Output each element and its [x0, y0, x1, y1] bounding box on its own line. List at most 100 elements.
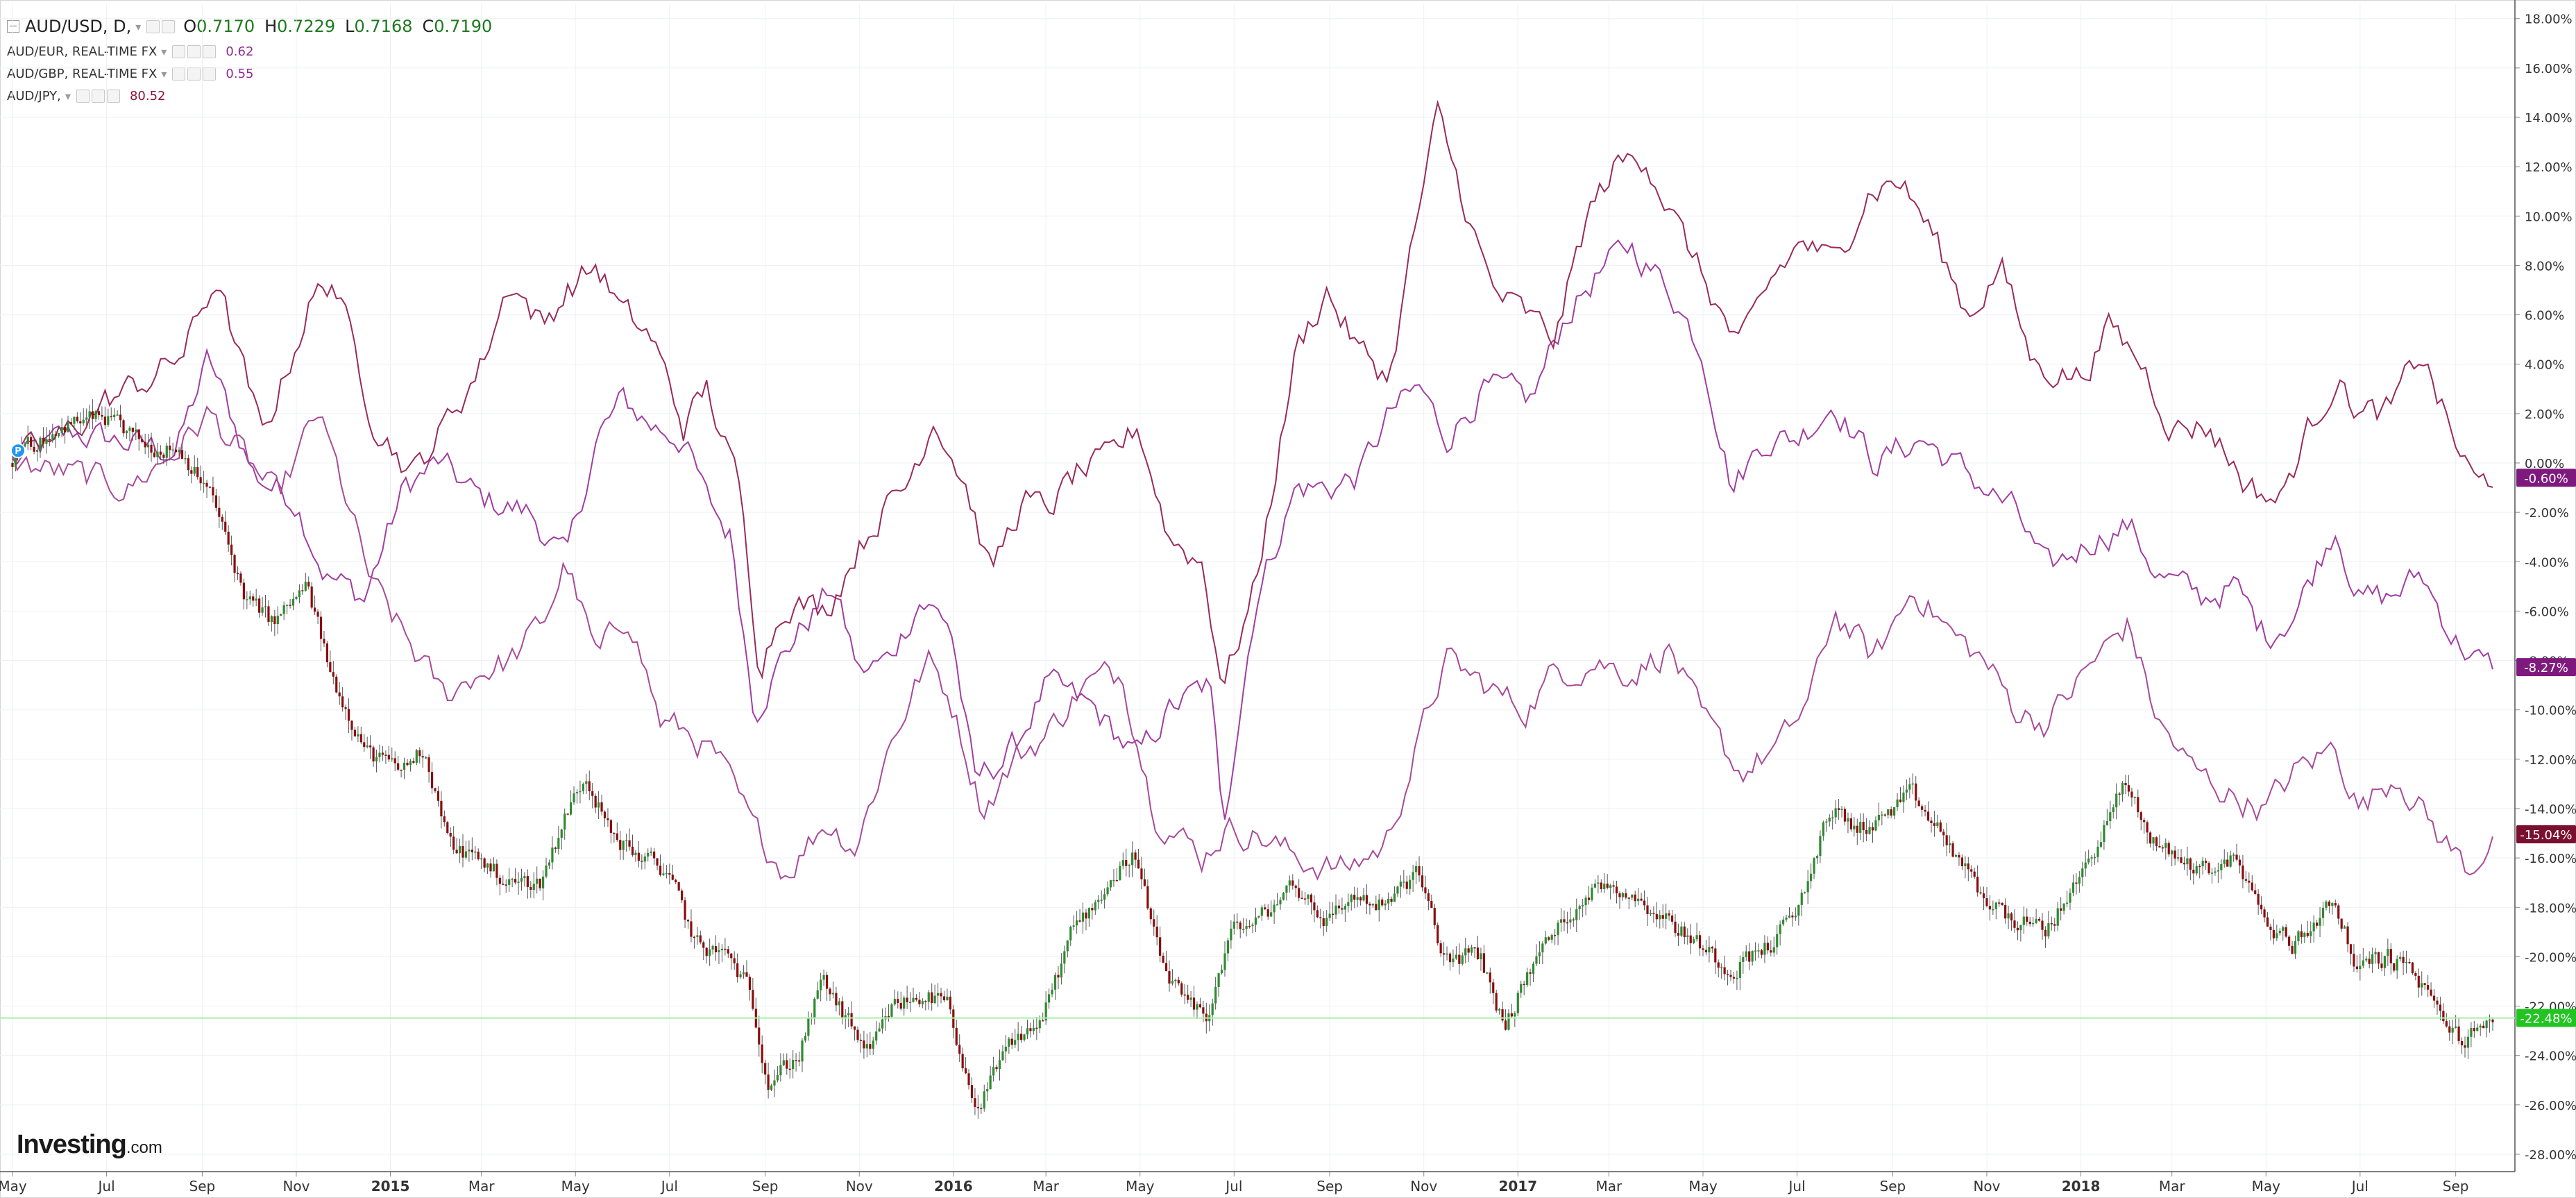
candle-body [1230, 928, 1232, 940]
candle-body [252, 596, 255, 601]
candle-body [2436, 1000, 2439, 1005]
candle-body [1822, 822, 1824, 836]
candle-body [119, 414, 122, 421]
chevron-down-icon[interactable]: ▾ [135, 19, 142, 33]
candle-body [1310, 894, 1313, 903]
candle-body [1507, 1013, 1510, 1030]
y-tick-label: 18.00% [2525, 12, 2573, 27]
candle-body [2201, 861, 2204, 867]
candle-body [1526, 972, 1529, 986]
candle-body [505, 884, 507, 886]
candle-body [42, 437, 45, 444]
candle-body [903, 997, 906, 1009]
candle-body [2118, 793, 2121, 795]
candle-body [893, 999, 896, 1005]
candle-body [1334, 905, 1337, 915]
legend-row-aud-gbp[interactable]: AUD/GBP, REAL-TIME FX ▾ 0.55 [7, 62, 502, 85]
settings-icon[interactable] [187, 67, 201, 81]
candle-body [967, 1073, 970, 1086]
candle-body [2229, 855, 2232, 867]
candle-body [1840, 809, 1843, 810]
candle-body [2164, 843, 2167, 848]
candle-body [847, 1013, 850, 1015]
candle-body [1004, 1047, 1007, 1052]
candle-body [2396, 959, 2398, 971]
candle-body [2334, 903, 2337, 906]
eye-icon[interactable] [146, 19, 160, 33]
candle-body [1501, 1009, 1504, 1021]
candle-body [1559, 919, 1563, 923]
chevron-down-icon[interactable]: ▾ [161, 67, 167, 81]
candle-body [1924, 809, 1926, 812]
candle-body [585, 781, 588, 784]
candle-body [1819, 836, 1822, 857]
candle-body [1378, 900, 1380, 911]
candle-body [2248, 880, 2251, 883]
settings-icon[interactable] [162, 19, 176, 33]
candle-body [739, 974, 742, 977]
candle-body [397, 763, 400, 770]
candle-body [1593, 883, 1597, 888]
settings-icon[interactable] [91, 89, 105, 103]
candle-body [363, 742, 366, 748]
chevron-down-icon[interactable]: ▾ [65, 89, 71, 103]
candle-body [964, 1068, 967, 1074]
candle-body [2294, 941, 2297, 954]
close-icon[interactable] [203, 67, 217, 81]
candle-body [304, 582, 307, 591]
candle-body [634, 852, 637, 855]
candle-body [2026, 916, 2028, 922]
candle-body [2430, 989, 2432, 996]
eye-icon[interactable] [172, 67, 186, 81]
candle-body [825, 975, 829, 989]
candle-body [2143, 820, 2146, 822]
y-tick-label: -16.00% [2525, 852, 2576, 866]
candle-body [2155, 837, 2158, 847]
candle-body [582, 784, 584, 791]
eye-icon[interactable] [76, 89, 90, 103]
candle-body [711, 946, 714, 950]
close-icon[interactable] [106, 89, 120, 103]
candle-body [1720, 967, 1723, 968]
legend-value: 0.62 [226, 44, 254, 59]
candle-body [276, 616, 279, 625]
legend-row-aud-eur[interactable]: AUD/EUR, REAL-TIME FX ▾ 0.62 [7, 40, 502, 62]
eye-icon[interactable] [172, 44, 186, 58]
candle-body [647, 852, 650, 857]
candle-body [1424, 887, 1427, 893]
settings-icon[interactable] [187, 44, 201, 58]
candle-body [1615, 886, 1618, 894]
candle-body [822, 975, 825, 980]
candle-body [1917, 800, 1920, 807]
candle-body [1115, 879, 1119, 881]
chevron-down-icon[interactable]: ▾ [161, 44, 167, 58]
candle-body [560, 829, 563, 838]
candle-body [1464, 948, 1467, 956]
legend-main-row[interactable]: AUD/USD, D, ▾ O0.7170 H0.7229 L0.7168 C0… [7, 12, 502, 40]
candle-body [1103, 894, 1106, 900]
candle-body [1010, 1038, 1013, 1045]
candle-body [1634, 894, 1636, 902]
candle-body [464, 851, 468, 858]
candle-body [681, 891, 684, 901]
candle-body [752, 990, 754, 1009]
candle-body [588, 781, 591, 791]
candle-body [946, 996, 949, 1001]
candle-body [1766, 943, 1769, 951]
collapse-icon[interactable] [7, 20, 19, 33]
main-symbol: AUD/USD, D, [25, 17, 132, 36]
candle-body [850, 1013, 853, 1027]
candle-body [2081, 868, 2084, 877]
candle-body [675, 879, 677, 883]
legend-row-aud-jpy[interactable]: AUD/JPY, ▾ 80.52 [7, 85, 502, 107]
close-icon[interactable] [203, 44, 217, 58]
candle-body [452, 836, 455, 850]
candle-body [659, 866, 662, 875]
candle-body [289, 605, 291, 606]
candle-body [384, 754, 387, 756]
candle-body [193, 466, 196, 474]
candle-body [82, 419, 85, 424]
candle-body [1359, 897, 1362, 901]
candle-body [35, 450, 39, 452]
